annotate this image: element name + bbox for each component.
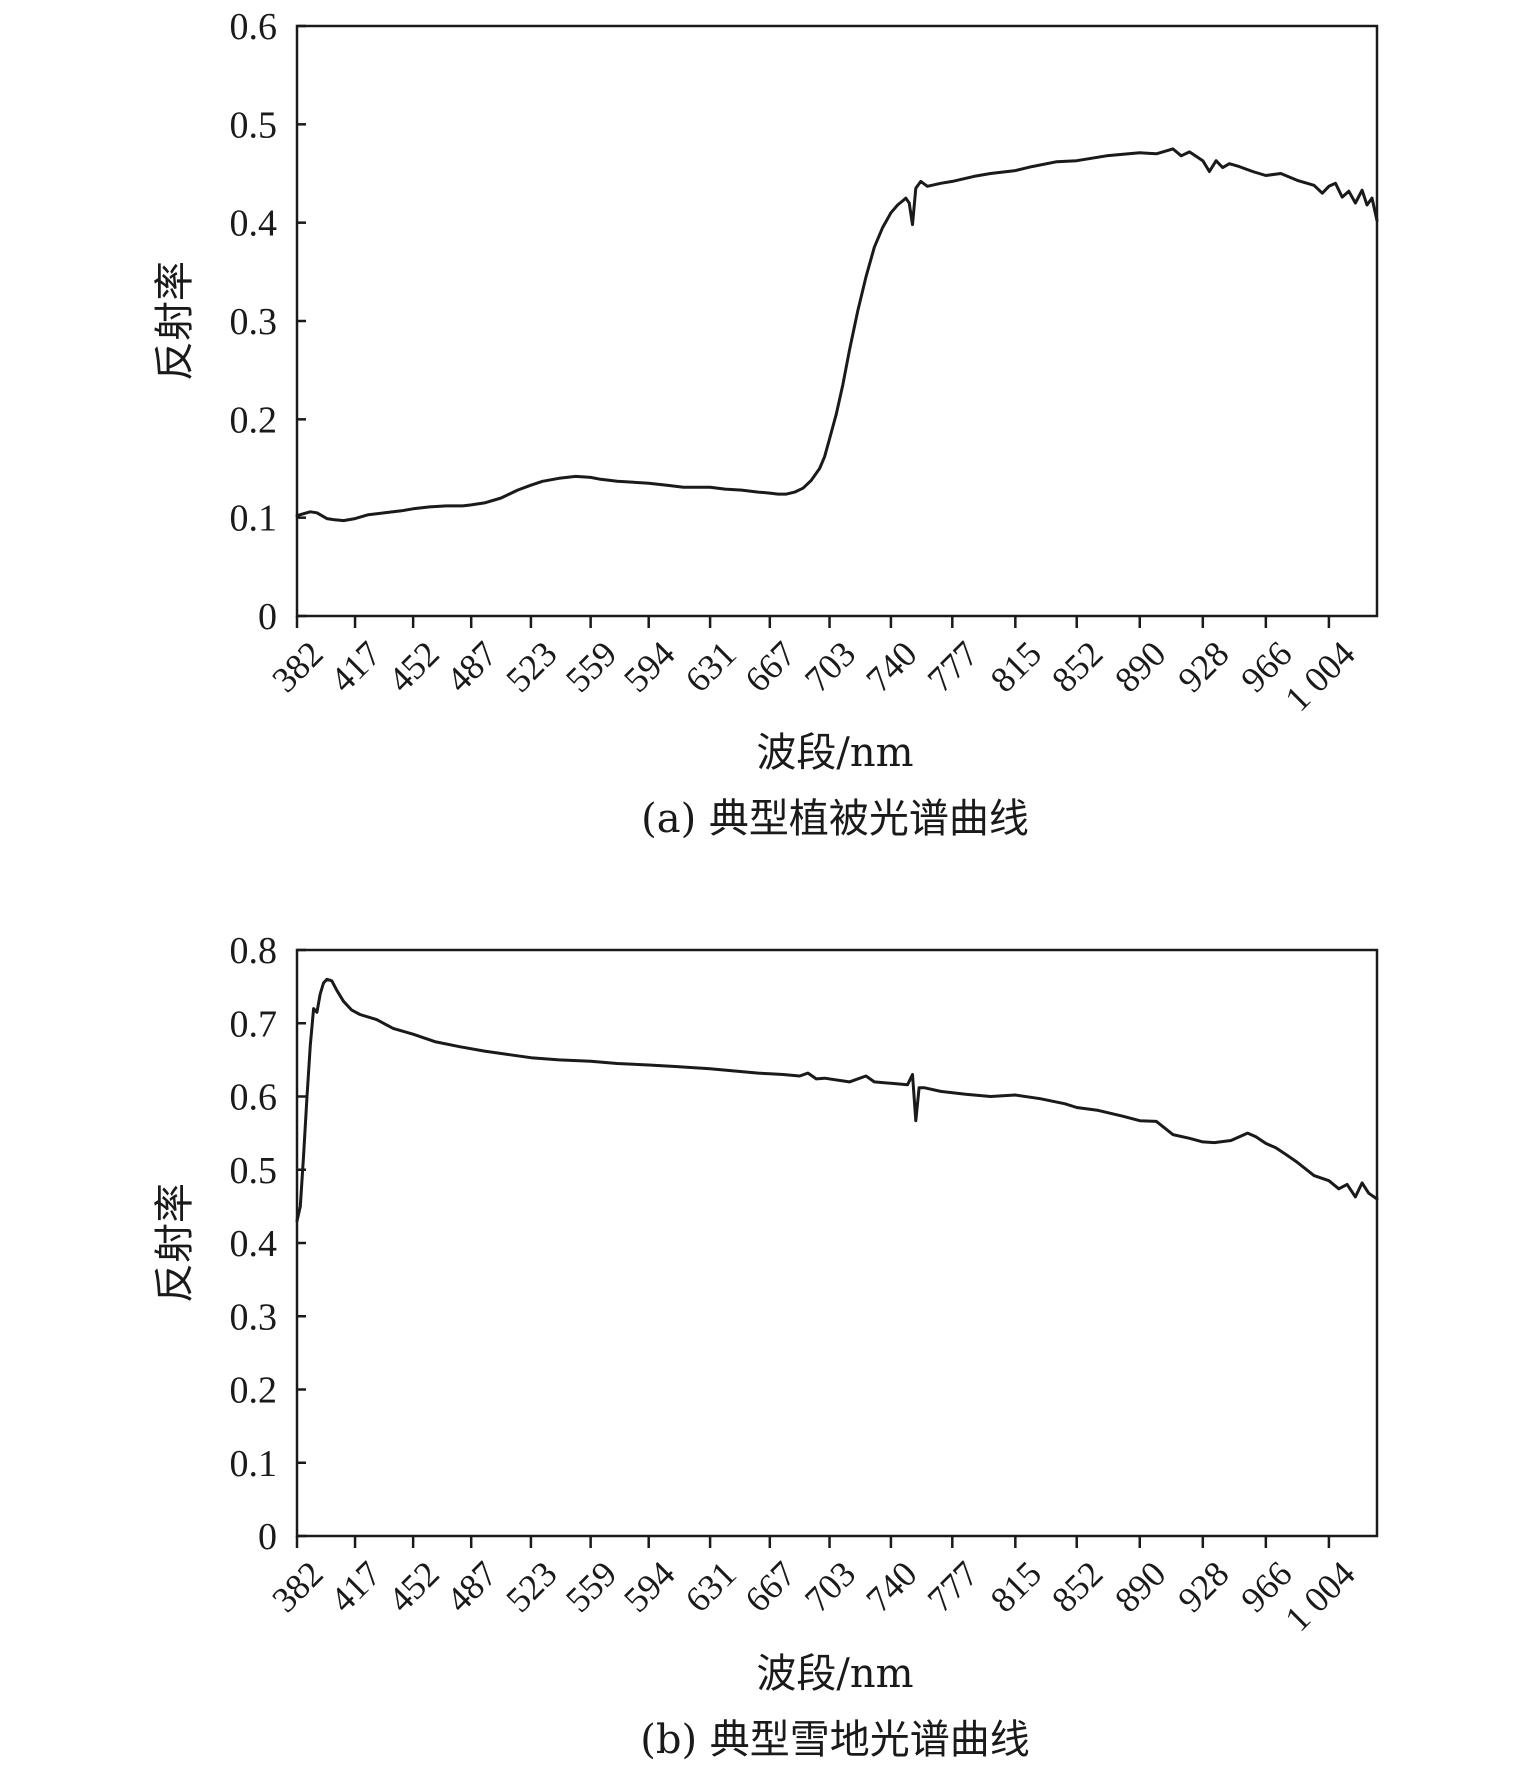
chart-b-x-tick-label: 487 (438, 1553, 504, 1619)
chart-a-x-tick-label: 852 (1044, 633, 1110, 699)
chart-b-x-tick-label: 382 (264, 1553, 330, 1619)
chart-b-x-tick-label: 594 (616, 1553, 682, 1619)
chart-a-x-tick-label: 417 (322, 633, 388, 699)
chart-a-y-tick-label: 0.5 (230, 104, 278, 146)
chart-b-x-tick-label: 417 (322, 1553, 388, 1619)
chart-b-x-tick-label: 852 (1044, 1553, 1110, 1619)
chart-a-y-tick-label: 0 (258, 596, 277, 638)
chart-b-x-tick-label: 667 (737, 1553, 803, 1619)
chart-b-y-tick-label: 0.6 (230, 1077, 278, 1119)
chart-a-frame (295, 24, 1379, 618)
chart-b-frame (295, 948, 1379, 1538)
chart-b-y-tick-label: 0.5 (230, 1150, 278, 1192)
chart-a-x-tick-label: 594 (616, 633, 682, 699)
chart-b-y-tick-label: 0.7 (230, 1003, 278, 1045)
chart-a-x-tick-label: 1 004 (1277, 633, 1363, 719)
chart-a-x-tick-label: 667 (737, 633, 803, 699)
chart-b-x-tick-label: 1 004 (1277, 1553, 1363, 1639)
chart-a-y-tick-label: 0.3 (230, 301, 278, 343)
chart-b-x-tick-label: 928 (1170, 1553, 1236, 1619)
chart-a-y-tick-label: 0.4 (230, 203, 278, 245)
chart-a-y-tick-label: 0.2 (230, 399, 278, 441)
chart-b-xlabel: 波段/nm (756, 1651, 913, 1697)
chart-b-x-tick-label: 703 (797, 1553, 863, 1619)
chart-b-y-tick-label: 0.3 (230, 1296, 278, 1338)
chart-a-plot-area (295, 24, 1379, 618)
chart-a-series-line (295, 147, 1379, 523)
chart-a-x-tick-label: 815 (983, 633, 1049, 699)
chart-a-x-tick-label: 523 (498, 633, 564, 699)
chart-a-x-axis: 3824174524875235595946316677037407778158… (264, 616, 1363, 719)
chart-a-y-tick-label: 0.6 (230, 6, 278, 48)
chart-b-x-tick-label: 559 (558, 1553, 624, 1619)
chart-b-y-tick-label: 0.2 (230, 1370, 278, 1412)
chart-b-x-tick-label: 740 (858, 1553, 924, 1619)
chart-b-plot-area (295, 948, 1379, 1538)
chart-a-x-tick-label: 890 (1107, 633, 1173, 699)
chart-b-x-tick-label: 890 (1107, 1553, 1173, 1619)
chart-a-y-axis: 0 0.1 0.2 0.3 0.4 0.5 0.6 (230, 6, 306, 638)
chart-b-y-tick-label: 0 (258, 1516, 277, 1558)
chart-b-x-tick-label: 631 (677, 1553, 743, 1619)
chart-a-x-tick-label: 928 (1170, 633, 1236, 699)
chart-a-caption: (a) 典型植被光谱曲线 (641, 796, 1029, 842)
chart-a: 0 0.1 0.2 0.3 0.4 0.5 0.6 38241745248752355959… (152, 6, 1379, 842)
chart-b-series-line (295, 977, 1379, 1223)
chart-a-x-tick-label: 631 (677, 633, 743, 699)
chart-a-y-tick-label: 0.1 (230, 498, 278, 540)
chart-b-caption: (b) 典型雪地光谱曲线 (640, 1717, 1030, 1763)
chart-a-x-tick-label: 487 (438, 633, 504, 699)
chart-a-x-tick-label: 382 (264, 633, 330, 699)
chart-a-x-tick-label: 740 (858, 633, 924, 699)
chart-b-x-tick-label: 523 (498, 1553, 564, 1619)
chart-b-y-axis: 0 0.1 0.2 0.3 0.4 0.5 0.6 0.7 0.8 (230, 930, 306, 1558)
chart-b-y-tick-label: 0.8 (230, 930, 278, 972)
chart-b-y-tick-label: 0.1 (230, 1443, 278, 1485)
chart-b-ylabel: 反射率 (152, 1183, 198, 1303)
chart-a-x-tick-label: 452 (380, 633, 446, 699)
chart-a-x-tick-label: 777 (920, 633, 986, 699)
chart-b-y-tick-label: 0.4 (230, 1223, 278, 1265)
chart-b-x-axis: 3824174524875235595946316677037407778158… (264, 1536, 1363, 1639)
chart-b-x-tick-label: 777 (920, 1553, 986, 1619)
chart-a-xlabel: 波段/nm (756, 730, 913, 776)
chart-a-x-tick-label: 559 (558, 633, 624, 699)
chart-a-x-tick-label: 703 (797, 633, 863, 699)
chart-a-ylabel: 反射率 (152, 261, 198, 381)
chart-b: 0 0.1 0.2 0.3 0.4 0.5 0.6 0.7 0.8 38241745248752… (152, 930, 1379, 1763)
chart-b-x-tick-label: 815 (983, 1553, 1049, 1619)
chart-b-x-tick-label: 452 (380, 1553, 446, 1619)
